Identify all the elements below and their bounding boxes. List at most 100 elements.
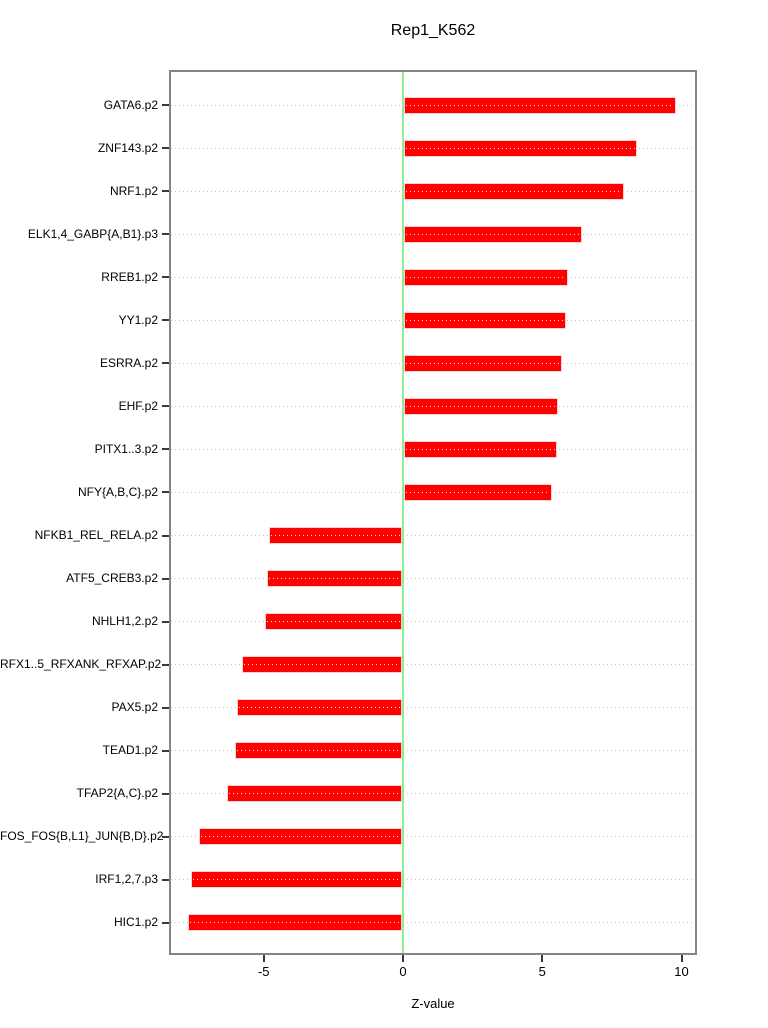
bar — [403, 440, 557, 458]
bar-dots-pattern — [405, 276, 566, 278]
gridline — [171, 535, 695, 536]
y-axis-tick — [162, 749, 169, 752]
plot-area — [169, 70, 697, 955]
bar — [236, 699, 403, 717]
y-axis-tick — [162, 104, 169, 106]
x-tick-label: 10 — [674, 964, 689, 979]
bar-dots-pattern — [237, 750, 401, 752]
zero-reference-line — [402, 72, 404, 953]
gridline — [171, 750, 695, 752]
category-label: HIC1.p2 — [113, 915, 158, 930]
gridline — [171, 578, 695, 580]
bar — [403, 397, 559, 415]
bar — [264, 613, 403, 631]
y-axis-tick — [162, 921, 169, 924]
category-label: GATA6.p2 — [103, 97, 158, 112]
bar-dots-pattern — [405, 104, 675, 106]
category-label: RFX1..5_RFXANK_RFXAP.p2 — [0, 657, 162, 672]
y-axis-tick — [162, 147, 169, 150]
bar-dots-pattern — [229, 793, 401, 795]
bar — [235, 742, 403, 760]
category-label: FOS_FOS{B,L1}_JUN{B,D}.p2 — [0, 829, 164, 844]
bar-dots-pattern — [238, 707, 401, 709]
category-label: ELK1,4_GABP{A,B1}.p3 — [27, 226, 158, 241]
bar — [403, 483, 553, 501]
y-axis-tick — [162, 448, 169, 451]
bar — [403, 139, 638, 157]
bar — [242, 656, 403, 674]
category-label: PITX1..3.p2 — [94, 441, 158, 456]
y-axis-tick — [162, 233, 169, 236]
bar-dots-pattern — [270, 535, 401, 536]
gridline — [171, 793, 695, 795]
x-axis-tick — [680, 955, 683, 962]
gridline — [171, 836, 695, 838]
category-label: YY1.p2 — [118, 312, 158, 327]
bar-dots-pattern — [266, 621, 401, 623]
category-label: NHLH1,2.p2 — [91, 614, 158, 629]
bar — [403, 182, 624, 200]
bar-dots-pattern — [192, 879, 401, 881]
bar — [403, 96, 677, 114]
bar — [403, 354, 563, 372]
category-label: TFAP2{A,C}.p2 — [76, 786, 158, 801]
x-tick-label: 0 — [399, 964, 407, 979]
x-axis-tick — [402, 955, 404, 962]
category-label: ZNF143.p2 — [97, 140, 158, 155]
y-axis-tick — [162, 276, 169, 279]
bar — [268, 527, 403, 544]
y-axis-tick — [162, 319, 169, 322]
bar-dots-pattern — [405, 147, 636, 149]
gridline — [171, 621, 695, 623]
bar-dots-pattern — [244, 664, 401, 666]
category-label: TEAD1.p2 — [102, 743, 158, 758]
y-axis-tick — [162, 362, 169, 365]
gridline — [171, 707, 695, 709]
bar — [227, 785, 403, 803]
gridline — [171, 922, 695, 924]
category-label: ESRRA.p2 — [99, 355, 158, 370]
y-axis-tick — [162, 534, 169, 537]
bar-dots-pattern — [405, 190, 622, 192]
y-axis-tick — [162, 620, 169, 623]
bar — [199, 828, 403, 846]
bar-dots-pattern — [405, 233, 580, 235]
category-label: PAX5.p2 — [111, 700, 158, 715]
x-axis-tick — [262, 955, 265, 962]
x-tick-label: 5 — [538, 964, 546, 979]
y-axis-tick — [162, 577, 169, 580]
chart-title: Rep1_K562 — [390, 22, 476, 39]
y-axis-tick — [162, 491, 169, 494]
y-axis-tick — [162, 405, 169, 408]
bar-dots-pattern — [405, 362, 561, 364]
category-label: NRF1.p2 — [109, 183, 158, 198]
y-axis-tick — [162, 706, 169, 709]
category-label: ATF5_CREB3.p2 — [66, 571, 158, 586]
bar — [403, 225, 582, 243]
x-axis-tick — [541, 955, 544, 962]
bar — [188, 914, 403, 932]
category-label: RREB1.p2 — [101, 269, 158, 284]
bar — [267, 570, 403, 588]
category-label: IRF1,2,7.p3 — [95, 872, 158, 887]
bar — [403, 268, 568, 286]
gridline — [171, 664, 695, 666]
bar-dots-pattern — [405, 491, 551, 493]
y-axis-tick — [162, 835, 169, 838]
gridline — [171, 879, 695, 881]
category-label: NFKB1_REL_RELA.p2 — [34, 528, 158, 542]
bar — [403, 311, 567, 329]
y-axis-tick — [162, 792, 169, 795]
bar-dots-pattern — [405, 448, 555, 450]
bar-dots-pattern — [201, 836, 401, 838]
bar — [190, 871, 403, 889]
category-label: EHF.p2 — [118, 398, 158, 413]
y-axis-tick — [162, 190, 169, 193]
y-axis-tick — [162, 663, 169, 666]
x-tick-label: -5 — [257, 964, 270, 979]
category-label: NFY{A,B,C}.p2 — [77, 484, 158, 499]
x-axis-title: Z-value — [411, 996, 455, 1011]
bar-dots-pattern — [190, 922, 401, 924]
y-axis-tick — [162, 878, 169, 881]
